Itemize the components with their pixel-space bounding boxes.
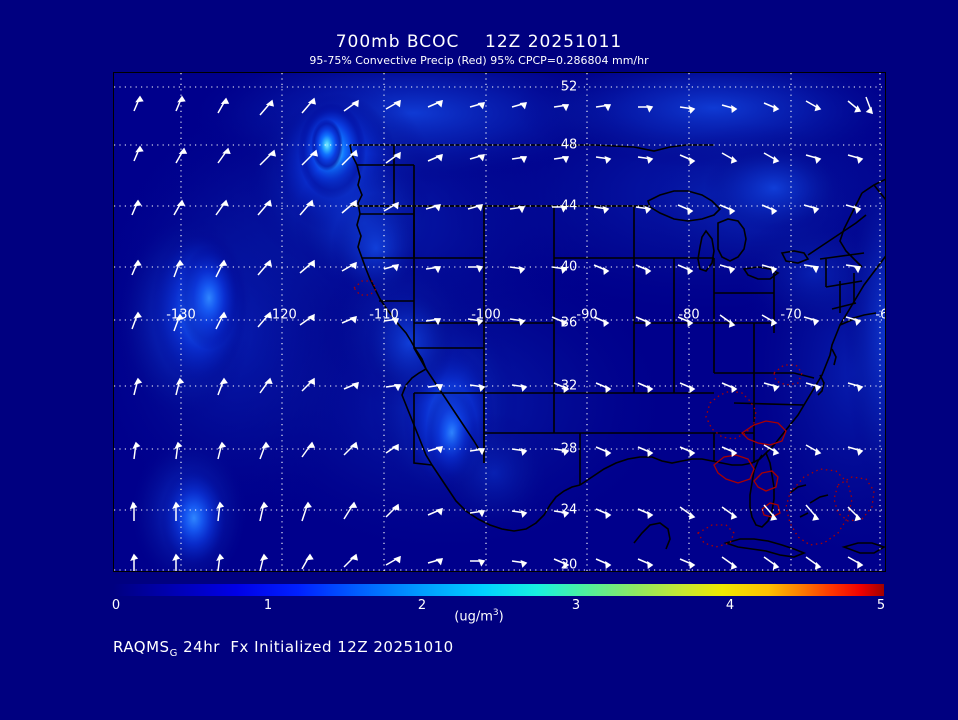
convective-precip-95-contour [713,420,787,518]
colorbar-units-close: ) [498,609,504,625]
figure-subtitle: 95-75% Convective Precip (Red) 95% CPCP=… [309,54,649,67]
colorbar-tick-2: 2 [417,598,427,613]
colorbar-tick-3: 3 [571,598,581,613]
colorbar [113,584,884,596]
colorbar-tick-1: 1 [263,598,273,613]
colorbar-gradient [113,584,884,596]
coastlines-layer [349,144,885,558]
figure-title: 700mb BCOC 12Z 20251011 [335,32,623,52]
wind-vector-field [129,95,873,571]
convective-precip-75-contour [353,280,875,548]
colorbar-units-label: (ug/m3) [0,608,958,624]
colorbar-tick-5: 5 [876,598,886,613]
colorbar-units-exponent: 3 [492,608,499,618]
colorbar-tick-4: 4 [725,598,735,613]
map-panel: -130 -120 -110 -100 -90 -80 -70 -60 52 4… [113,72,886,572]
concentration-field [114,73,885,571]
colorbar-units-text: (ug/m [454,609,493,625]
footer-model-subscript: G [169,648,178,659]
figure-footer: RAQMSG 24hr Fx Initialized 12Z 20251010 [113,638,454,659]
footer-model-name: RAQMS [113,638,170,656]
colorbar-tick-0: 0 [111,598,121,613]
footer-forecast-info: 24hr Fx Initialized 12Z 20251010 [177,638,454,656]
map-canvas [114,73,885,571]
